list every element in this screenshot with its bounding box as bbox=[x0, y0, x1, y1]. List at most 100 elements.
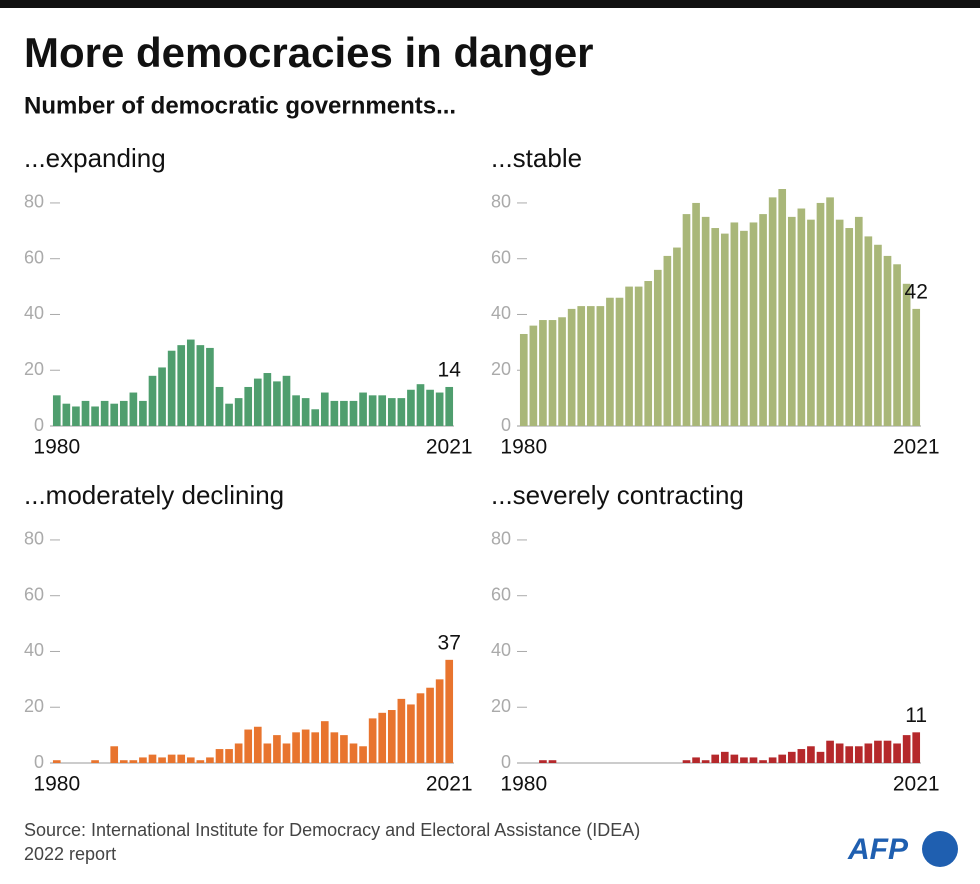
bar bbox=[139, 400, 147, 426]
bar bbox=[158, 367, 166, 426]
bar bbox=[167, 754, 176, 763]
y-tick-label: 0 bbox=[34, 752, 44, 772]
panel-title: ...severely contracting bbox=[491, 480, 744, 510]
bar bbox=[349, 400, 358, 426]
logo: AFP bbox=[847, 833, 909, 866]
y-tick-label: 0 bbox=[34, 415, 44, 435]
y-tick-label: 20 bbox=[24, 696, 44, 716]
bar bbox=[273, 735, 281, 763]
x-tick-label: 2021 bbox=[426, 773, 473, 796]
bar bbox=[119, 400, 128, 426]
bar bbox=[378, 712, 387, 763]
bar bbox=[148, 754, 157, 763]
bar bbox=[759, 760, 767, 763]
bar bbox=[110, 746, 119, 763]
y-tick-label: 20 bbox=[491, 359, 511, 379]
bar bbox=[110, 403, 119, 426]
bar bbox=[835, 219, 844, 426]
bar bbox=[72, 406, 80, 426]
bar bbox=[625, 286, 633, 426]
bar bbox=[711, 754, 720, 763]
y-tick-label: 80 bbox=[491, 192, 511, 212]
bar bbox=[311, 409, 320, 426]
bar bbox=[768, 197, 777, 426]
bar bbox=[340, 400, 348, 426]
bar bbox=[692, 757, 700, 763]
bar bbox=[91, 760, 99, 763]
bar bbox=[816, 202, 825, 426]
bar bbox=[206, 347, 214, 426]
bar bbox=[330, 732, 339, 763]
bar bbox=[311, 732, 320, 763]
bar bbox=[634, 286, 643, 426]
bar bbox=[186, 339, 195, 426]
bar bbox=[378, 395, 387, 426]
bar bbox=[62, 403, 71, 426]
bar bbox=[435, 679, 444, 763]
bar bbox=[874, 244, 882, 426]
bar bbox=[340, 735, 348, 763]
bar bbox=[139, 757, 147, 763]
y-tick-label: 40 bbox=[491, 303, 511, 323]
bar bbox=[883, 255, 892, 426]
x-tick-label: 2021 bbox=[893, 436, 940, 459]
bar bbox=[349, 743, 358, 763]
bar bbox=[902, 283, 911, 426]
bar bbox=[606, 297, 614, 426]
x-tick-label: 1980 bbox=[33, 436, 80, 459]
bar bbox=[577, 306, 586, 426]
value-label: 11 bbox=[905, 704, 927, 727]
bar bbox=[387, 710, 396, 763]
bar bbox=[263, 743, 272, 763]
bar bbox=[397, 398, 406, 426]
bar bbox=[835, 743, 844, 763]
bar bbox=[206, 757, 214, 763]
bar bbox=[682, 760, 691, 763]
bar bbox=[730, 222, 739, 426]
bar bbox=[893, 743, 901, 763]
bar bbox=[759, 214, 767, 426]
bar bbox=[826, 740, 834, 763]
source: Source: International Institute for Demo… bbox=[24, 820, 641, 864]
bar bbox=[596, 306, 605, 426]
y-tick-label: 60 bbox=[491, 247, 511, 267]
bar bbox=[902, 735, 911, 763]
bar bbox=[720, 751, 729, 763]
bar bbox=[52, 395, 61, 426]
panel-title: ...moderately declining bbox=[24, 480, 284, 510]
bar bbox=[81, 400, 90, 426]
bar bbox=[368, 395, 377, 426]
y-tick-label: 60 bbox=[24, 584, 44, 604]
bar bbox=[253, 726, 262, 763]
bar bbox=[673, 247, 681, 426]
bar bbox=[701, 216, 710, 426]
bar bbox=[148, 375, 157, 426]
bar bbox=[225, 749, 233, 763]
page-subtitle: Number of democratic governments... bbox=[24, 92, 456, 119]
bar bbox=[292, 732, 300, 763]
bar bbox=[558, 317, 566, 426]
bar bbox=[529, 325, 538, 426]
bar bbox=[263, 373, 272, 426]
bar bbox=[215, 386, 224, 426]
page-title: More democracies in danger bbox=[24, 29, 594, 76]
bar bbox=[426, 687, 434, 763]
bar bbox=[692, 202, 700, 426]
bar bbox=[893, 264, 901, 426]
bar bbox=[845, 746, 854, 763]
bar bbox=[359, 392, 367, 426]
bar bbox=[445, 659, 454, 763]
y-tick-label: 40 bbox=[24, 303, 44, 323]
y-tick-label: 80 bbox=[24, 529, 44, 549]
bar bbox=[416, 384, 425, 426]
bar bbox=[778, 189, 787, 426]
bar bbox=[740, 230, 748, 426]
bar bbox=[912, 308, 921, 426]
bar bbox=[91, 406, 99, 426]
x-tick-label: 1980 bbox=[500, 773, 547, 796]
bar bbox=[730, 754, 739, 763]
bar bbox=[644, 281, 653, 426]
bar bbox=[253, 378, 262, 426]
